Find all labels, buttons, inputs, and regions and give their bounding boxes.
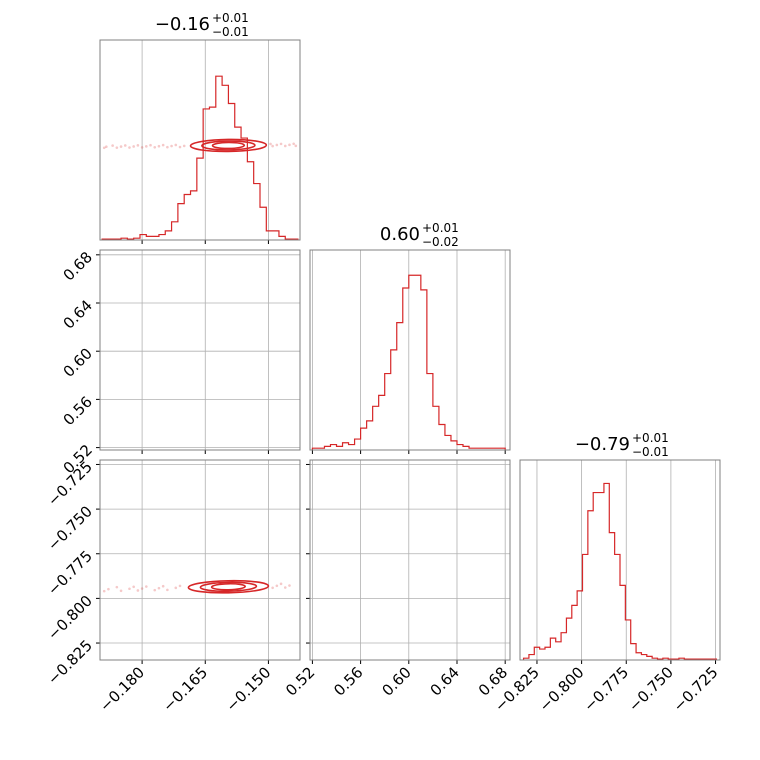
scatter-point [102, 146, 106, 150]
title-group: −0.16 +0.01−0.01 [155, 11, 249, 39]
scatter-point [102, 589, 106, 593]
scatter-point [128, 146, 131, 149]
panel-frame [99, 39, 301, 241]
param-title-minus: −0.02 [422, 235, 459, 249]
y-tick-label: −0.775 [44, 547, 96, 599]
title-group: −0.79 +0.01−0.01 [575, 431, 669, 459]
scatter-point [294, 144, 298, 148]
scatter-point [107, 587, 110, 591]
contour-level [211, 141, 246, 150]
panel-frame [99, 459, 301, 661]
param-title-minus: −0.01 [212, 25, 249, 39]
contour-level [189, 138, 268, 153]
x-tick-label: 0.52 [282, 663, 318, 699]
scatter-point [136, 589, 140, 592]
y-tick-label: −0.800 [44, 592, 96, 644]
scatter-point [115, 585, 119, 589]
scatter-point [283, 586, 287, 589]
contour-level [210, 582, 247, 591]
scatter-point [153, 588, 157, 592]
scatter-point [153, 145, 157, 149]
y-tick-label: 0.56 [60, 393, 96, 429]
param-title-minus: −0.01 [632, 445, 669, 459]
scatter-point [111, 144, 114, 147]
scatter-point [105, 145, 108, 149]
x-tick-label: 0.56 [330, 663, 366, 699]
scatter-point [279, 582, 283, 586]
scatter-point [119, 145, 123, 148]
scatter-point [161, 143, 165, 147]
contour-level [187, 579, 270, 594]
y-tick-label: 0.68 [60, 248, 96, 284]
scatter-point [178, 145, 182, 149]
x-tick-label: −0.150 [222, 663, 274, 715]
scatter-point [275, 143, 279, 147]
panel-frame [99, 249, 301, 451]
scatter-point [271, 144, 274, 148]
x-tick-label: −0.750 [625, 663, 677, 715]
scatter-point [145, 585, 148, 588]
scatter-point [115, 146, 119, 149]
scatter-point [288, 584, 291, 587]
scatter-point [140, 146, 144, 149]
scatter-point [128, 587, 131, 591]
scatter-point [149, 143, 152, 147]
scatter-point [166, 145, 169, 149]
scatter-point [136, 144, 140, 147]
scatter-point [140, 587, 144, 590]
scatter-point [157, 144, 161, 148]
scatter-point [288, 143, 291, 147]
scatter-point [283, 144, 287, 148]
title-group: 0.60 +0.01−0.02 [380, 221, 459, 249]
scatter-point [279, 142, 283, 146]
param-title-plus: +0.01 [422, 221, 459, 235]
scatter-point [292, 142, 295, 146]
param-title-median: −0.79 [575, 434, 630, 455]
scatter-point [166, 588, 169, 592]
scatter-point [145, 145, 148, 148]
scatter-point [178, 584, 182, 588]
scatter-point [174, 143, 178, 147]
param-title-median: 0.60 [380, 224, 420, 245]
contour-level [201, 140, 256, 151]
scatter-point [269, 142, 272, 146]
param-title-plus: +0.01 [632, 431, 669, 445]
panel-frame [309, 459, 511, 661]
contour-level [199, 581, 258, 593]
scatter-point [182, 144, 186, 148]
scatter-point [132, 585, 135, 589]
scatter-point [271, 586, 274, 590]
x-tick-label: −0.775 [580, 663, 632, 715]
scatter-point [170, 144, 173, 148]
x-tick-label: 0.60 [378, 663, 414, 699]
x-tick-label: 0.64 [427, 663, 463, 699]
x-tick-label: −0.180 [96, 663, 148, 715]
histogram-2 [522, 482, 718, 660]
scatter-point [275, 584, 279, 588]
x-tick-label: −0.165 [159, 663, 211, 715]
scatter-point [161, 584, 165, 588]
panel-frame [519, 459, 721, 661]
histogram-1 [311, 274, 506, 450]
param-title-plus: +0.01 [212, 11, 249, 25]
x-tick-label: −0.725 [670, 663, 722, 715]
y-tick-label: −0.825 [44, 636, 96, 688]
scatter-point [119, 589, 123, 593]
y-tick-label: −0.750 [44, 502, 96, 554]
y-tick-label: 0.60 [60, 344, 96, 380]
y-tick-label: 0.64 [60, 296, 96, 332]
x-tick-label: −0.800 [536, 663, 588, 715]
scatter-point [123, 144, 127, 147]
scatter-point [157, 586, 161, 590]
scatter-point [174, 586, 178, 590]
scatter-point [132, 145, 135, 148]
param-title-median: −0.16 [155, 14, 210, 35]
panel-frame [309, 249, 511, 451]
histogram-0 [101, 75, 299, 240]
